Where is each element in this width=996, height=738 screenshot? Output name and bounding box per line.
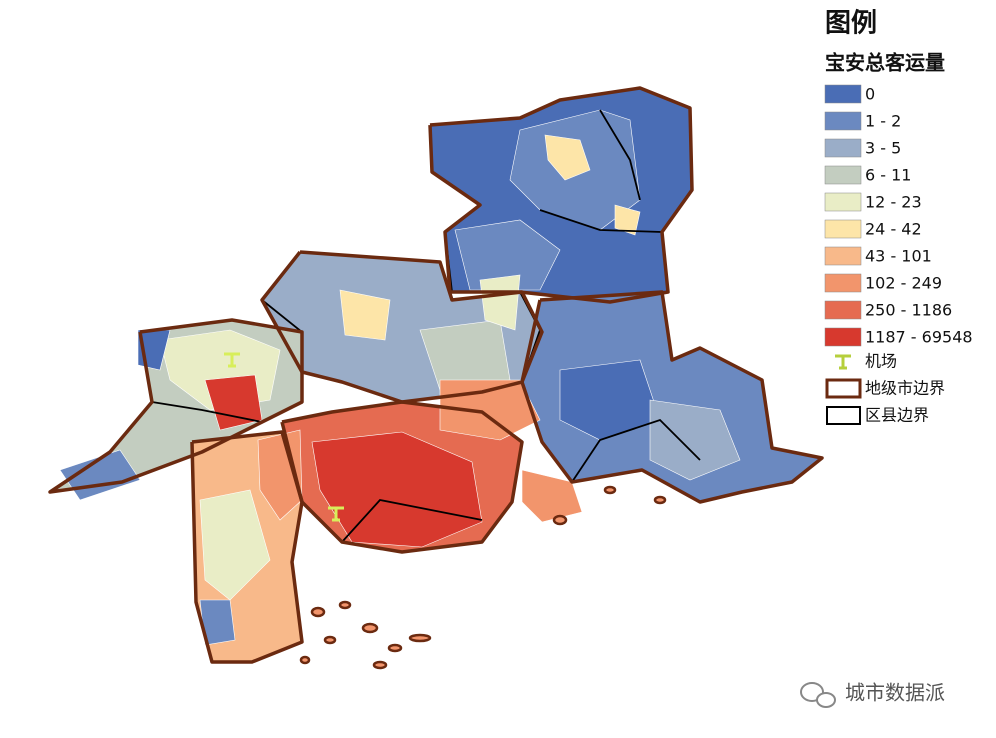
legend: 图例 宝安总客运量 0 1 - 2 3 - 5 6 - 11 12 - 23 24 - 4…	[824, 9, 973, 425]
legend-swatch	[824, 246, 862, 266]
city-boundary	[260, 250, 544, 404]
legend-label: 1 - 2	[865, 112, 901, 131]
legend-swatch	[824, 327, 862, 347]
legend-label: 地级市边界	[865, 379, 945, 398]
legend-title: 图例	[825, 9, 877, 39]
island	[299, 655, 311, 665]
city-boundary	[48, 318, 304, 494]
watermark: 城市数据派	[800, 681, 945, 708]
legend-swatch	[826, 406, 861, 425]
island	[552, 514, 568, 526]
island	[310, 606, 326, 618]
legend-swatch	[824, 273, 862, 293]
legend-label: 1187 - 69548	[865, 328, 973, 347]
legend-label: 3 - 5	[865, 139, 901, 158]
legend-label: 6 - 11	[865, 166, 911, 185]
legend-swatch	[824, 84, 862, 104]
legend-label: 区县边界	[865, 406, 929, 425]
legend-swatch	[824, 111, 862, 131]
county-boundary	[151, 401, 263, 423]
legend-swatch	[824, 300, 862, 320]
map-regions	[48, 86, 824, 664]
city-boundary	[428, 86, 694, 304]
county-boundary	[571, 418, 701, 483]
legend-subtitle: 宝安总客运量	[825, 51, 945, 75]
legend-label: 102 - 249	[865, 274, 942, 293]
airports	[224, 352, 344, 522]
county-boundary	[539, 209, 663, 233]
legend-label: 24 - 42	[865, 220, 922, 239]
legend-label: 43 - 101	[865, 247, 932, 266]
region	[311, 431, 483, 548]
watermark-text: 城市数据派	[845, 681, 945, 705]
island	[408, 633, 432, 643]
island	[387, 643, 403, 653]
region	[544, 134, 591, 181]
legend-swatch	[825, 378, 862, 399]
region	[614, 204, 641, 236]
legend-swatch	[824, 192, 862, 212]
region	[339, 289, 391, 341]
region	[479, 274, 521, 331]
region	[199, 489, 271, 601]
island	[372, 660, 388, 670]
island	[323, 635, 337, 645]
island	[361, 622, 379, 634]
legend-label: 0	[865, 85, 875, 104]
legend-label: 12 - 23	[865, 193, 922, 212]
legend-airport-icon	[835, 354, 851, 370]
legend-label: 250 - 1186	[865, 301, 952, 320]
island	[653, 495, 667, 505]
airport	[224, 352, 240, 368]
airport	[328, 506, 344, 522]
legend-swatch	[824, 219, 862, 239]
islands	[299, 485, 667, 670]
city-boundary	[520, 290, 824, 504]
region	[649, 399, 741, 481]
legend-classes: 0 1 - 2 3 - 5 6 - 11 12 - 23 24 - 42 43 - 101 1…	[824, 84, 973, 347]
legend-swatch	[824, 165, 862, 185]
county-boundary	[341, 499, 483, 543]
county-boundary	[599, 109, 641, 201]
legend-label: 机场	[865, 352, 897, 371]
city-boundary	[280, 400, 524, 554]
island	[603, 485, 617, 495]
island	[338, 600, 352, 610]
legend-swatch	[824, 138, 862, 158]
region	[454, 219, 561, 291]
